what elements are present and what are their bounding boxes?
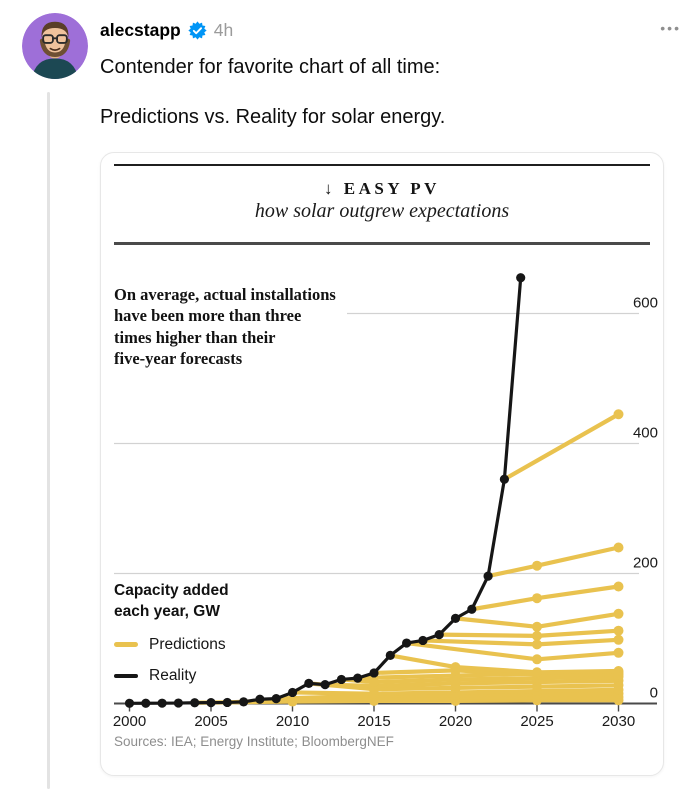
prediction-point [532,667,542,678]
prediction-point [532,630,542,641]
legend-item-reality: Reality [114,667,229,685]
chart-annotation: On average, actual installations have be… [114,284,336,370]
thread-line [47,92,50,789]
reality-point [304,678,314,688]
reality-point [320,680,330,690]
prediction-line [502,412,621,482]
y-axis-label: 400 [633,425,658,442]
reality-point [336,674,346,685]
reality-point [353,673,363,683]
reality-point [239,697,249,707]
reality-point [141,698,151,708]
prediction-line [437,628,621,638]
timestamp: 4h [213,20,234,40]
chart-top-rule [114,164,650,166]
y-axis-label: 0 [650,685,658,702]
reality-point [418,635,428,646]
y-axis-label: 200 [633,555,658,572]
chart-legend: Capacity added each year, GW Predictions… [114,580,229,685]
prediction-point [613,542,624,553]
reality-point [402,638,412,648]
reality-point [516,273,526,283]
reality-point [434,630,444,640]
reality-point [483,571,493,581]
post-text-line-2: Predictions vs. Reality for solar energy… [100,106,446,128]
prediction-point [532,560,542,571]
post-text-line-1: Contender for favorite chart of all time… [100,56,441,78]
x-axis-label: 2030 [602,713,635,730]
prediction-point [532,639,542,650]
reality-point [271,694,281,704]
prediction-point [613,647,624,658]
x-axis-label: 2005 [194,713,227,730]
more-options-icon: ••• [660,20,681,36]
prediction-point [613,409,624,420]
reality-point [173,698,183,708]
avatar-illustration [22,13,88,79]
prediction-line [388,653,621,675]
post-header: alecstapp 4h [100,20,233,41]
annotation-line: have been more than three [114,306,302,326]
prediction-line [486,545,621,579]
legend-label-reality: Reality [149,666,197,684]
prediction-point [450,662,461,673]
reality-point [467,604,477,614]
x-axis-label: 2015 [357,713,390,730]
reality-swatch [114,673,138,678]
more-options-button[interactable]: ••• [654,16,687,40]
annotation-line: On average, actual installations [114,285,336,304]
reality-point [222,697,232,708]
chart-mid-rule [114,242,650,245]
verified-badge-icon [188,21,207,40]
reality-point [385,650,395,660]
chart-kicker: ↓ EASY PV [324,179,440,198]
prediction-point [532,593,542,604]
x-axis-label: 2025 [520,713,553,730]
annotation-line: five-year forecasts [114,349,243,369]
prediction-point [532,621,542,632]
x-axis-label: 2010 [276,713,309,730]
chart-image-card[interactable]: 0 200 400 600 2000 2005 2010 2015 2020 2025 2030 ↓… [100,152,664,776]
legend-title-line-1: Capacity added [114,582,229,599]
reality-point [255,694,265,704]
prediction-point [613,625,624,636]
prediction-point [613,581,624,592]
solar-chart-plot: 0 200 400 600 2000 2005 2010 2015 2020 2025 2030 [113,273,658,730]
chart-subtitle: how solar outgrew expectations [254,200,510,222]
username[interactable]: alecstapp [100,20,181,40]
reality-point [287,687,298,698]
reality-point [369,668,379,678]
legend-item-predictions: Predictions [114,636,229,654]
legend-title-line-2: each year, GW [114,603,220,621]
reality-point [206,697,216,708]
prediction-point [532,654,542,665]
prediction-point [613,666,624,676]
chart-sources: Sources: IEA; Energy Institute; Bloomber… [114,734,394,749]
reality-point [450,613,461,623]
prediction-line [371,668,621,678]
reality-point [157,698,167,708]
y-axis-label: 600 [633,295,658,312]
reality-point [499,474,509,484]
predictions-swatch [114,642,138,648]
prediction-point [613,608,624,619]
legend-label-predictions: Predictions [149,635,226,653]
prediction-line [420,637,621,647]
prediction-line [469,584,621,612]
reality-point [190,698,200,708]
avatar[interactable] [22,13,88,79]
x-axis-label: 2020 [439,713,472,730]
prediction-point [613,634,624,645]
reality-point [124,698,135,708]
annotation-line: times higher than their [114,327,276,347]
x-axis-label: 2000 [113,713,146,730]
